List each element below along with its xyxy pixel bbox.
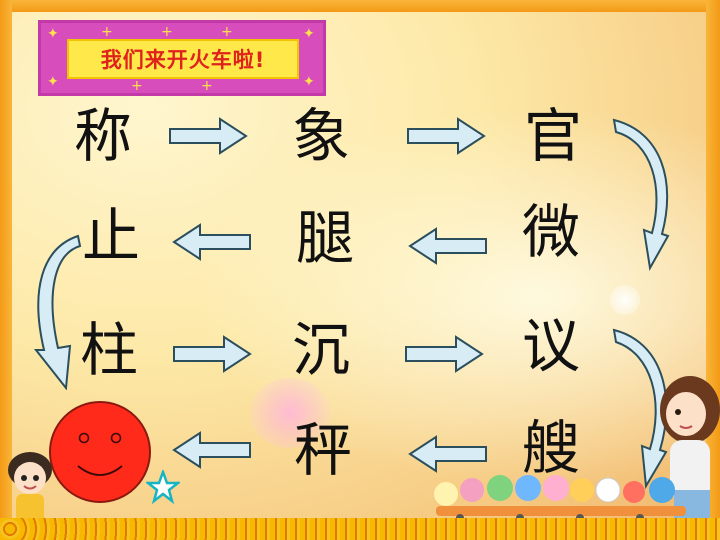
sparkle-icon: + [161,24,173,40]
title-banner: ✦ + + + ✦ ✦ + + ✦ 我们来开火车啦! [38,20,326,96]
title-box: 我们来开火车啦! [67,39,299,79]
arrow-left-icon [408,227,487,265]
star-icon [146,470,180,504]
sparkle-icon: + [101,24,113,40]
character-cheng-scale: 秤 [293,416,352,484]
sparkle-icon: ✦ [47,26,59,42]
character-yi: 议 [521,312,580,380]
sparkle-icon: + [201,78,213,94]
arrow-left-icon [172,431,251,469]
sunflower-border [0,518,720,540]
pink-flower-decoration [250,378,330,448]
sparkle-icon: ✦ [47,74,59,90]
sparkle-icon: + [131,78,143,94]
sparkle-icon: ✦ [303,74,315,90]
smiley-face-icon [49,401,151,503]
character-tui: 腿 [295,204,354,272]
character-zhi: 止 [81,202,140,270]
frame-left [0,0,12,540]
animal-train-illustration [434,475,686,522]
character-xiang: 象 [291,102,350,170]
character-wei: 微 [521,198,580,266]
curved-arrow-icon [612,118,670,271]
arrow-left-icon [408,435,487,473]
character-chen: 沉 [291,316,350,384]
boy-illustration [8,452,52,538]
character-zhu: 柱 [79,316,138,384]
arrow-right-icon [173,335,252,373]
arrow-right-icon [407,117,486,155]
character-guan: 官 [523,102,582,170]
arrow-left-icon [172,223,251,261]
light-glow [610,285,640,315]
character-cheng: 称 [73,102,132,170]
curved-arrow-icon [612,328,668,490]
slide-title: 我们来开火车啦! [100,48,266,72]
character-sou: 艘 [521,414,580,482]
sparkle-icon: ✦ [303,26,315,42]
sparkle-icon: + [221,24,233,40]
arrow-right-icon [405,335,484,373]
curved-arrow-icon [33,234,82,390]
frame-top [0,0,720,12]
arrow-right-icon [169,117,248,155]
girl-illustration [660,376,720,520]
